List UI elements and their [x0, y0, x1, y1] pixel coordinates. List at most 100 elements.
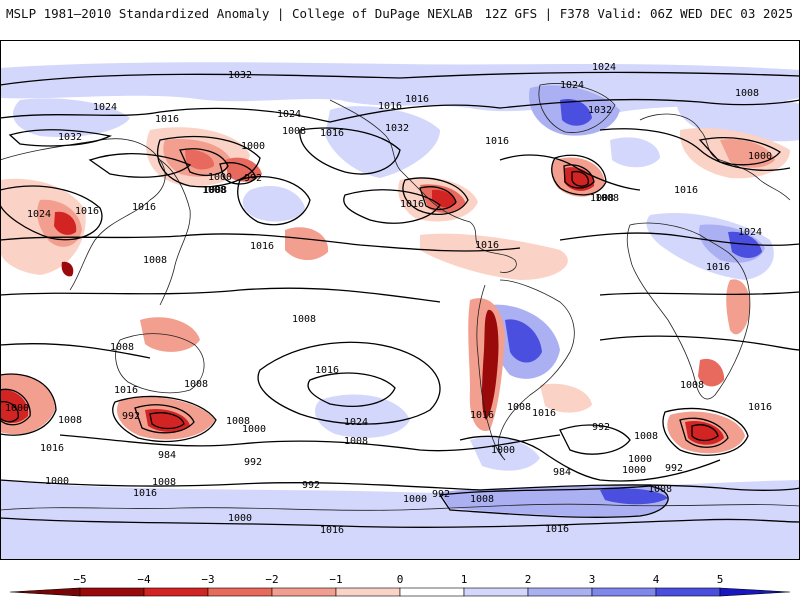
map-title: MSLP 1981–2010 Standardized Anomaly | Co…: [6, 6, 473, 21]
south-atlantic-blue: [470, 437, 540, 471]
isobar-label: 1000: [622, 465, 646, 476]
coast-europe: [639, 113, 791, 201]
isobar-label: 1024: [277, 109, 301, 120]
isobar-label: 1000: [491, 445, 515, 456]
isobar-label: 1016: [315, 365, 339, 376]
isobar-label: 1016: [133, 488, 157, 499]
colorbar-tick: −5: [73, 573, 86, 586]
colorbar-seg-pos3: [591, 587, 657, 597]
isobar-label: 1032: [228, 70, 252, 81]
isobar-label: 1016: [674, 185, 698, 196]
isobar-label: 1016: [470, 410, 494, 421]
isobar-label: 1016: [40, 443, 64, 454]
coast-south-america-west: [476, 284, 506, 461]
colorbar-tick: 1: [461, 573, 468, 586]
isobar-label: 1016: [132, 202, 156, 213]
colorbar-seg-neg2: [271, 587, 337, 597]
isobar-label: 1008: [143, 255, 167, 266]
isobar-label: 1016: [475, 240, 499, 251]
isobar-label: 1000: [403, 494, 427, 505]
isobar-label: 992: [244, 457, 262, 468]
isobar-label: 1000: [45, 476, 69, 487]
isobar-label: 1016: [114, 385, 138, 396]
isobar-label: 1000: [628, 454, 652, 465]
isobar-label: 1008: [292, 314, 316, 325]
isobar-label: 1008: [595, 193, 619, 204]
isobar-label: 1000: [241, 141, 265, 152]
colorbar-arrow-left: [9, 587, 81, 597]
isobar-label: 1000: [242, 424, 266, 435]
isobar-label: 1008: [282, 126, 306, 137]
isobar-label: 1016: [320, 128, 344, 139]
isobar-label: 1008: [470, 494, 494, 505]
isobar-label: 1000: [208, 172, 232, 183]
isobar-label: 984: [553, 467, 571, 478]
colorbar-tick: −1: [329, 573, 342, 586]
isobar-label: 1016: [545, 524, 569, 535]
europe-red-mid: [720, 139, 775, 168]
east-asia-red-core: [185, 149, 215, 170]
east-africa-red: [726, 279, 751, 335]
isobar-label: 1016: [405, 94, 429, 105]
africa-blue-core: [728, 231, 762, 258]
isobar-label: 1008: [735, 88, 759, 99]
isobar-label: 1032: [385, 123, 409, 134]
colorbar-tick: 2: [525, 573, 532, 586]
isobar-labels: 1032 1024 1024 1016 1024 1032 1008 1024 …: [5, 62, 772, 536]
central-america-red: [420, 233, 568, 280]
isobar-label: 1000: [228, 513, 252, 524]
south-africa-red: [698, 358, 725, 387]
colorbar-seg-pos1: [463, 587, 529, 597]
north-atlantic-blue: [610, 137, 660, 168]
isobar-label: 1008: [184, 379, 208, 390]
india-red-core: [61, 261, 74, 277]
coast-asia: [0, 138, 166, 291]
greenland-blue-core: [560, 98, 592, 126]
isobar-label: 1008: [58, 415, 82, 426]
isobar-label: 1032: [58, 132, 82, 143]
colorbar-tick: 0: [397, 573, 404, 586]
isobar-label: 1024: [738, 227, 762, 238]
colorbar-tick: −2: [265, 573, 278, 586]
isobar-label: 992: [122, 411, 140, 422]
asia-red-core: [54, 211, 77, 235]
north-pacific-blue-2: [242, 186, 305, 222]
isobar-label: 1008: [152, 477, 176, 488]
north-pacific-blue: [12, 98, 130, 138]
colorbar-segments: [9, 587, 791, 597]
isobar-label: 1016: [320, 525, 344, 536]
isobar-label: 1024: [93, 102, 117, 113]
coast-antarctica: [0, 503, 800, 511]
isobar-label: 992: [432, 489, 450, 500]
colorbar-ticks: −5 −4 −3 −2 −1 0 1 2 3 4 5: [73, 573, 723, 586]
isobar-label: 1016: [706, 262, 730, 273]
isobar-label: 984: [158, 450, 176, 461]
isobar-label: 1032: [588, 105, 612, 116]
antarctic-blue-core: [600, 488, 668, 505]
isobar-label: 1024: [344, 417, 368, 428]
antarctic-blue: [0, 480, 800, 560]
isobar-label: 1008: [507, 402, 531, 413]
colorbar-seg-pos4: [655, 587, 721, 597]
isobar-label: 1024: [27, 209, 51, 220]
coast-east-asia: [159, 159, 191, 306]
coast-africa: [626, 222, 751, 400]
isobars: [0, 71, 800, 528]
negative-anomaly-areas: [0, 127, 790, 454]
colorbar-seg-neg4: [143, 587, 209, 597]
isobar-label: 1008: [634, 431, 658, 442]
coast-north-america: [329, 99, 517, 273]
isobar-label: 1008: [203, 185, 227, 196]
colorbar-legend: −5 −4 −3 −2 −1 0 1 2 3 4 5: [0, 570, 800, 600]
coast-australia: [115, 333, 205, 394]
isobar-label: 1024: [592, 62, 616, 73]
andes-red-core: [482, 309, 499, 420]
positive-anomaly-areas: [0, 62, 800, 560]
colorbar-seg-neg3: [207, 587, 273, 597]
isobar-label: 992: [665, 463, 683, 474]
isobar-label: 1008: [648, 484, 672, 495]
isobar-label: 1016: [532, 408, 556, 419]
isobar-label: 1016: [75, 206, 99, 217]
isobar-label: 1016: [400, 199, 424, 210]
isobar-label: 1008: [344, 436, 368, 447]
